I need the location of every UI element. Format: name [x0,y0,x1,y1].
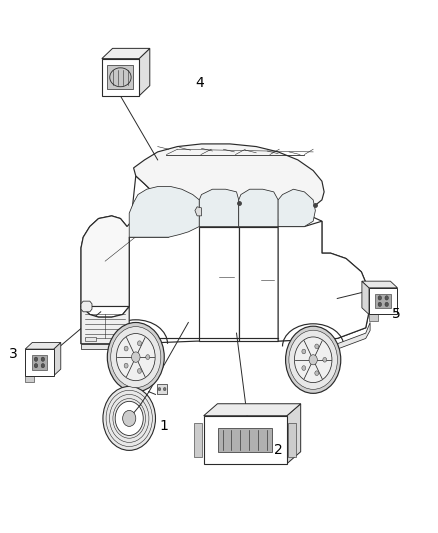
Polygon shape [362,281,369,314]
Polygon shape [32,355,47,370]
Polygon shape [239,227,278,341]
Polygon shape [134,144,324,222]
Polygon shape [102,49,150,59]
Polygon shape [81,216,129,317]
Circle shape [289,330,337,389]
Circle shape [378,302,381,306]
Circle shape [315,344,319,349]
Circle shape [138,341,141,346]
Circle shape [385,296,389,300]
Polygon shape [139,49,150,96]
Circle shape [124,363,128,368]
Polygon shape [194,423,202,456]
Circle shape [123,410,136,426]
Circle shape [378,296,381,300]
Polygon shape [53,342,61,376]
Polygon shape [81,195,169,306]
Circle shape [138,368,141,374]
Polygon shape [25,342,61,349]
Circle shape [158,387,161,391]
Circle shape [103,386,155,450]
Circle shape [294,337,332,383]
Text: 1: 1 [160,419,169,433]
Polygon shape [278,221,370,341]
Circle shape [315,371,319,376]
Polygon shape [369,314,378,321]
Circle shape [302,366,306,370]
Polygon shape [204,416,287,464]
Circle shape [115,401,143,435]
Circle shape [34,364,38,368]
Circle shape [111,327,161,387]
Polygon shape [287,404,300,464]
Polygon shape [102,59,139,96]
Polygon shape [337,322,370,349]
Circle shape [131,352,140,362]
Text: 2: 2 [274,443,283,457]
Circle shape [286,326,341,393]
Polygon shape [195,207,201,216]
Text: 3: 3 [9,348,18,361]
Polygon shape [369,288,398,314]
Circle shape [124,346,128,351]
Circle shape [302,349,306,354]
Text: 4: 4 [195,76,204,90]
Polygon shape [375,294,391,309]
Circle shape [107,322,164,392]
Polygon shape [199,189,239,227]
Circle shape [146,354,150,360]
Polygon shape [288,423,296,456]
Polygon shape [239,189,278,227]
Polygon shape [25,349,53,376]
Circle shape [385,302,389,306]
Circle shape [163,387,166,391]
Circle shape [34,357,38,361]
Polygon shape [218,427,272,452]
Circle shape [309,355,317,365]
Polygon shape [81,301,92,312]
Polygon shape [362,281,398,288]
Polygon shape [278,189,315,227]
Polygon shape [204,404,300,416]
Polygon shape [25,376,34,383]
Polygon shape [199,227,239,341]
Circle shape [323,358,327,362]
Polygon shape [81,176,370,344]
Polygon shape [107,65,134,90]
Polygon shape [129,187,199,237]
Polygon shape [85,337,96,341]
Circle shape [41,357,45,361]
Circle shape [41,364,45,368]
Polygon shape [157,384,167,394]
Circle shape [117,334,155,381]
Polygon shape [81,306,129,344]
Polygon shape [366,290,370,304]
Text: 5: 5 [392,308,401,321]
Polygon shape [81,344,129,349]
